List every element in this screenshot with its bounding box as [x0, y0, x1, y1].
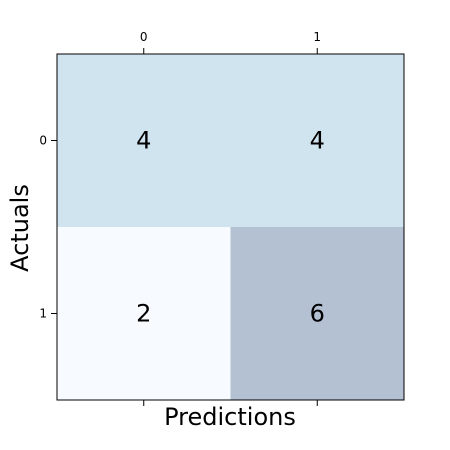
heatmap-value-r0-c0: 4 [136, 127, 151, 155]
heatmap-value-r0-c1: 4 [310, 127, 325, 155]
x-tick-label-1: 1 [313, 30, 321, 44]
heatmap-value-r1-c0: 2 [136, 300, 151, 328]
x-axis-label: Predictions [164, 403, 296, 431]
heatmap-cell-r0-c0 [57, 54, 231, 227]
cells-layer [57, 54, 404, 400]
heatmap-cell-r1-c1 [230, 227, 404, 400]
y-axis-label: Actuals [6, 184, 34, 272]
x-bottom-ticks [143, 400, 318, 406]
y-tick-label-1: 1 [39, 307, 47, 321]
heatmap-cell-r1-c0 [57, 227, 231, 400]
x-tick-label-0: 0 [140, 30, 148, 44]
heatmap-cell-r0-c1 [230, 54, 404, 227]
y-tick-label-0: 0 [39, 134, 47, 148]
y-ticks: 01 [39, 134, 57, 321]
heatmap-value-r1-c1: 6 [310, 300, 325, 328]
cell-labels-layer: 4 4 2 6 [136, 127, 325, 328]
plot-frame [56, 53, 405, 401]
